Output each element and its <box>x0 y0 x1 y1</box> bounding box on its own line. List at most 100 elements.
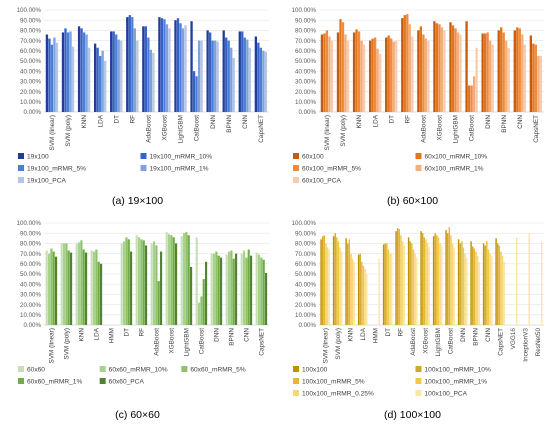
bar <box>435 23 439 112</box>
bar <box>172 237 175 325</box>
bar <box>328 36 331 112</box>
bar <box>127 239 130 325</box>
legend-entry: 60x100 <box>302 154 324 161</box>
bar <box>147 37 150 112</box>
bar <box>48 38 51 113</box>
bar <box>62 243 66 325</box>
bar <box>260 257 263 325</box>
bar <box>475 47 478 112</box>
bar <box>96 47 99 112</box>
legend-entry: 60x60_mRMR_5% <box>190 367 245 374</box>
x-tick-label: AdaBoost <box>410 328 417 356</box>
y-tick-label: 20.00% <box>20 302 41 309</box>
x-tick-label: HMM <box>372 328 379 343</box>
bar <box>389 253 391 325</box>
x-tick-label: CapsNET <box>258 115 265 143</box>
bar <box>136 40 139 112</box>
bar <box>160 18 164 112</box>
bar <box>185 232 188 325</box>
bar <box>433 21 436 112</box>
bar <box>472 246 474 325</box>
bar <box>534 44 538 112</box>
bar <box>187 235 190 325</box>
bar <box>85 34 88 113</box>
bar <box>101 50 104 112</box>
bar <box>390 38 393 113</box>
y-tick-label: 0.00% <box>298 109 316 116</box>
bar <box>165 232 168 325</box>
y-tick-label: 90.00% <box>20 230 41 237</box>
bar <box>401 18 404 112</box>
legend-swatch <box>99 366 106 372</box>
bar <box>60 243 63 325</box>
bar <box>440 27 444 113</box>
legend-swatch <box>18 177 24 183</box>
y-tick-label: 60.00% <box>295 261 316 268</box>
bar <box>453 247 455 325</box>
legend-swatch <box>415 366 422 372</box>
x-tick-label: LDA <box>97 114 104 127</box>
bar <box>395 40 398 112</box>
x-tick-label: DT <box>385 328 392 337</box>
bar <box>362 265 365 325</box>
legend-entry: 60x100_mRMR_10% <box>425 154 488 161</box>
bar <box>55 42 59 112</box>
bar <box>163 19 166 112</box>
bar <box>200 40 203 112</box>
x-tick-label: KNN <box>79 328 86 342</box>
bar <box>245 257 248 325</box>
y-tick-label: 20.00% <box>295 89 316 96</box>
bar <box>66 32 70 112</box>
bar <box>346 40 350 112</box>
bar <box>45 34 49 113</box>
bar <box>529 35 533 112</box>
bar <box>322 236 324 325</box>
y-tick-label: 0.00% <box>23 322 41 329</box>
legend-swatch <box>18 165 24 171</box>
bar <box>344 34 347 113</box>
bar <box>450 235 452 325</box>
x-tick-label: XGBoost <box>422 328 429 354</box>
bar <box>422 34 425 113</box>
bar <box>411 243 413 325</box>
legend-entry: 100x100_PCA <box>425 391 468 398</box>
bar <box>140 239 143 325</box>
bar <box>215 251 218 325</box>
bar <box>465 21 468 112</box>
bar <box>456 32 460 112</box>
bar <box>137 237 141 325</box>
bar <box>516 237 518 325</box>
bar <box>208 32 212 112</box>
bar <box>200 296 203 325</box>
bar <box>379 53 382 112</box>
bar <box>149 49 153 112</box>
bar <box>206 30 209 112</box>
bar <box>401 241 404 325</box>
bar <box>537 55 540 112</box>
bar <box>368 40 372 112</box>
bar <box>498 245 501 325</box>
x-tick-label: BPNN <box>472 328 479 346</box>
bar <box>337 241 340 325</box>
bar <box>470 241 472 325</box>
bar <box>77 242 81 325</box>
y-tick-label: 80.00% <box>295 28 316 35</box>
legend-entry: 60x100_mRMR_1% <box>425 166 484 173</box>
bar <box>400 235 402 325</box>
legend-swatch <box>293 378 299 384</box>
bar <box>167 234 171 325</box>
bar <box>462 247 465 325</box>
bar <box>403 245 405 325</box>
bar <box>467 85 471 112</box>
bar <box>382 244 385 325</box>
y-tick-label: 40.00% <box>295 68 316 75</box>
bar <box>459 34 462 113</box>
y-tick-label: 10.00% <box>20 99 41 106</box>
x-tick-label: CapsNET <box>497 328 504 356</box>
bar <box>145 245 148 325</box>
bar <box>412 249 415 325</box>
bar <box>128 15 131 113</box>
legend-swatch <box>140 153 147 159</box>
bar <box>195 76 198 112</box>
